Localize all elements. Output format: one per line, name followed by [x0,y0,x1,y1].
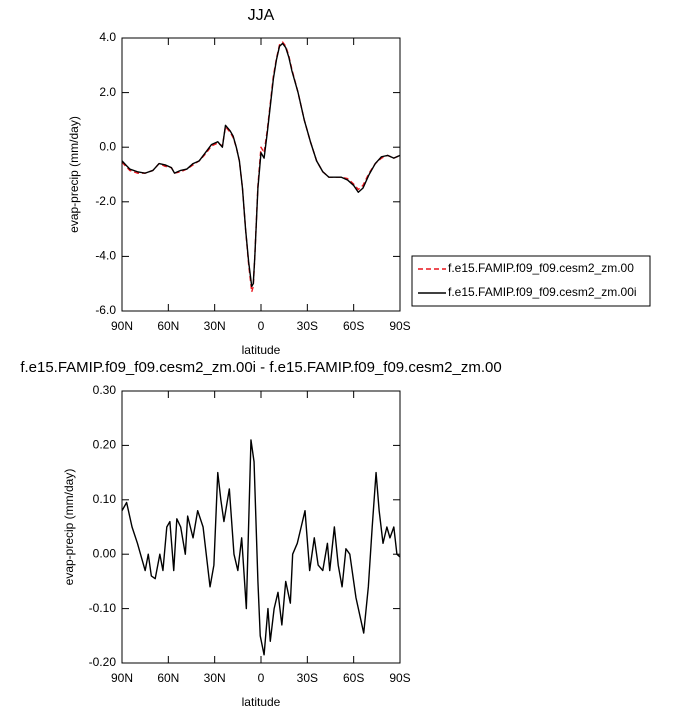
x-tick-label: 90N [111,671,133,685]
y-tick-label: 0.00 [93,546,117,560]
plot-frame [121,390,401,664]
chart-title: f.e15.FAMIP.f09_f09.cesm2_zm.00i - f.e15… [20,359,501,376]
chart-title: JJA [248,7,275,24]
legend-label: f.e15.FAMIP.f09_f09.cesm2_zm.00 [448,261,634,275]
y-tick-label: 0.20 [93,438,117,452]
x-tick-label: 60S [343,319,364,333]
data-line [121,439,401,656]
y-tick-label: -0.20 [89,655,117,669]
y-tick-label: 0.30 [93,383,117,397]
x-tick-label: 90S [389,671,410,685]
y-tick-label: -0.10 [89,601,117,615]
x-tick-label: 30N [204,319,226,333]
x-tick-label: 0 [258,319,265,333]
x-tick-label: 90N [111,319,133,333]
x-tick-label: 30S [297,319,318,333]
y-axis-label: evap-precip (mm/day) [62,469,76,586]
x-tick-label: 90S [389,319,410,333]
x-tick-label: 30N [204,671,226,685]
legend-label: f.e15.FAMIP.f09_f09.cesm2_zm.00i [448,285,637,299]
y-tick-label: 2.0 [99,85,116,99]
x-tick-label: 60N [157,671,179,685]
y-tick-label: -2.0 [95,194,116,208]
y-tick-label: -4.0 [95,249,116,263]
x-tick-label: 0 [258,671,265,685]
x-tick-label: 60S [343,671,364,685]
y-tick-label: 0.10 [93,492,117,506]
y-tick-label: 4.0 [99,30,116,44]
y-axis-label: evap-precip (mm/day) [67,116,81,233]
x-tick-label: 60N [157,319,179,333]
x-axis-label: latitude [242,343,281,357]
y-tick-label: -6.0 [95,303,116,317]
x-tick-label: 30S [297,671,318,685]
plot-frame [121,37,401,312]
data-line [121,42,401,288]
legend-box [411,255,651,307]
y-tick-label: 0.0 [99,139,116,153]
x-axis-label: latitude [242,695,281,709]
